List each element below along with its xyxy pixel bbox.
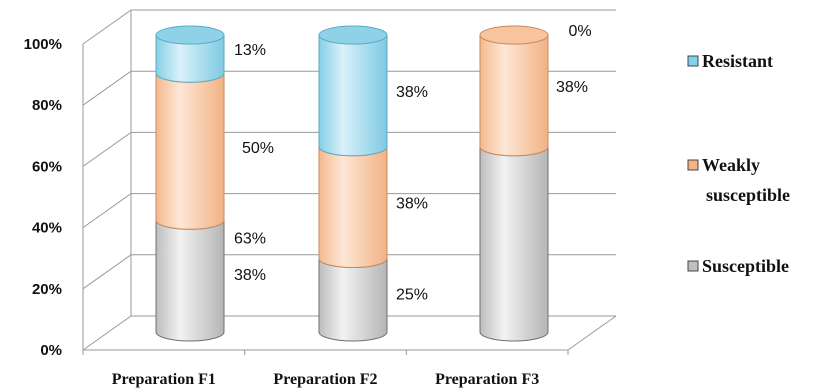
side-gridline	[82, 254, 132, 290]
legend: Resistant Weakly susceptible Susceptible	[687, 51, 790, 276]
legend-label: Susceptible	[702, 256, 789, 276]
side-gridline	[82, 315, 132, 351]
bar-top-cap	[155, 25, 225, 45]
legend-swatch	[687, 260, 699, 272]
legend-label: susceptible	[706, 185, 790, 205]
y-tick-label: 0%	[40, 342, 62, 359]
y-tick-label: 20%	[32, 281, 62, 298]
legend-swatch	[687, 55, 699, 67]
bar-segment-resistant	[318, 34, 388, 157]
bar-segment-weakly-susceptible	[318, 146, 388, 268]
data-label: 38%	[234, 267, 266, 284]
x-category-label: Preparation F2	[273, 371, 377, 388]
data-label: 63%	[234, 230, 266, 247]
y-tick-label: 100%	[24, 36, 62, 53]
side-gridline	[82, 193, 132, 229]
legend-swatch	[687, 159, 699, 171]
side-gridline	[82, 70, 132, 106]
x-category-label: Preparation F1	[112, 371, 216, 388]
chart-text: 0% 20% 40% 60% 80% 100% 38% 50% 13% Preparation F…	[24, 23, 592, 388]
data-label: 50%	[242, 140, 274, 157]
bar-top-cap	[318, 25, 388, 45]
legend-label: Resistant	[702, 51, 773, 71]
data-label: 38%	[396, 84, 428, 101]
bar-top-cap	[479, 25, 549, 45]
data-label: 0%	[568, 23, 591, 40]
side-gridline	[82, 131, 132, 167]
bar-segment-susceptible	[155, 220, 225, 342]
chart-bars	[155, 25, 549, 342]
side-gridline	[82, 9, 132, 45]
bar-segment-weakly-susceptible	[155, 73, 225, 230]
bar-segment-weakly-susceptible	[479, 34, 549, 157]
y-tick-label: 40%	[32, 220, 62, 237]
data-label: 38%	[556, 79, 588, 96]
data-label: 13%	[234, 42, 266, 59]
bar-segment-susceptible	[318, 258, 388, 342]
bar-segment-susceptible	[479, 146, 549, 342]
data-label: 25%	[396, 286, 428, 303]
x-category-label: Preparation F3	[435, 371, 539, 388]
y-tick-label: 60%	[32, 158, 62, 175]
floor-edge	[567, 315, 617, 351]
data-label: 38%	[396, 196, 428, 213]
y-tick-label: 80%	[32, 97, 62, 114]
legend-label: Weakly	[702, 155, 760, 175]
